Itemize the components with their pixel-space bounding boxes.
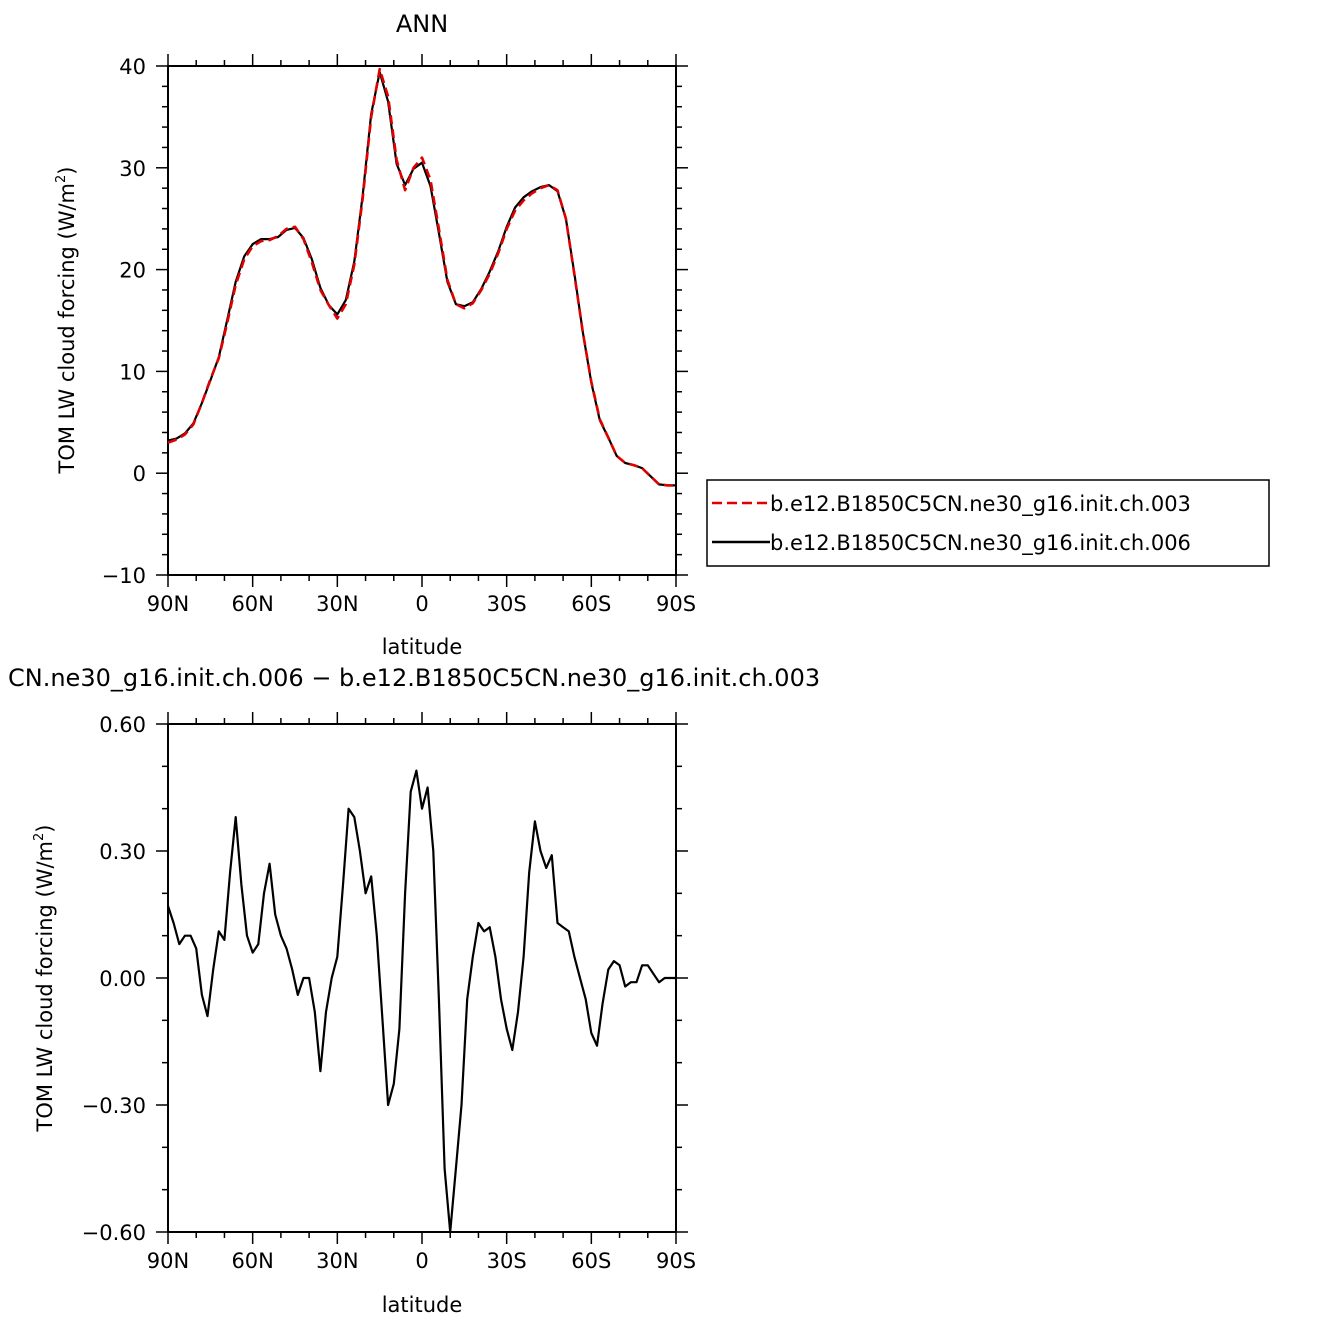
top-x-tick-label: 0: [415, 592, 428, 616]
top-series-line-1: [167, 70, 676, 487]
bottom-x-tick-label: 30N: [316, 1249, 358, 1273]
bottom-y-tick-label: 0.60: [99, 713, 146, 737]
bottom-x-tick-label: 90S: [656, 1249, 696, 1273]
bottom-x-tick-label: 90N: [147, 1249, 189, 1273]
bottom-series-line-0: [166, 769, 676, 1234]
top-x-axis-label: latitude: [382, 635, 463, 659]
bottom-plot-area: 90N 60N 30N 0 30S 60S 90S −0.60 −0.30 0.00 0.30 0.6…: [82, 712, 696, 1273]
bottom-y-tick-label: 0.00: [99, 967, 146, 991]
top-x-tick-label: 90N: [147, 592, 189, 616]
top-plot-area: 90N 60N 30N 0 30S 60S 90S −10 0 10 20 30 40: [102, 54, 696, 616]
bottom-y-axis-label-tail: ): [33, 825, 57, 833]
top-x-tick-label: 90S: [656, 592, 696, 616]
bottom-x-tick-label: 30S: [487, 1249, 527, 1273]
top-plot-frame: [167, 65, 677, 576]
top-x-tick-label: 30S: [487, 592, 527, 616]
legend-box: [706, 479, 1270, 567]
top-y-tick-label: 40: [119, 55, 146, 79]
top-x-tick-label: 30N: [316, 592, 358, 616]
top-y-axis-label: TOM LW cloud forcing (W/m2): [54, 167, 79, 475]
bottom-y-tick-label: −0.60: [82, 1221, 146, 1245]
bottom-chart-title: CN.ne30_g16.init.ch.006 − b.e12.B1850C5C…: [8, 664, 820, 692]
top-y-axis-label-tail: ): [55, 167, 79, 175]
top-y-axis-label-main: TOM LW cloud forcing (W/m: [55, 183, 79, 475]
bottom-x-tick-label: 60N: [231, 1249, 273, 1273]
top-y-tick-label: 0: [133, 462, 146, 486]
legend: b.e12.B1850C5CN.ne30_g16.init.ch.003 b.e…: [706, 479, 1270, 567]
bottom-y-axis-label: TOM LW cloud forcing (W/m2): [32, 825, 57, 1133]
legend-label-series-003: b.e12.B1850C5CN.ne30_g16.init.ch.003: [770, 492, 1191, 517]
bottom-y-tick-label: 0.30: [99, 840, 146, 864]
bottom-x-tick-label: 0: [415, 1249, 428, 1273]
top-chart-panel: ANN 90N 60N 30N 0 30S 60S 90S −10 0 10 20 30 40 lati…: [54, 10, 696, 659]
top-x-tick-label: 60S: [571, 592, 611, 616]
top-x-tick-label: 60N: [231, 592, 273, 616]
top-y-tick-label: −10: [102, 564, 146, 588]
bottom-x-axis-label: latitude: [382, 1293, 463, 1317]
bottom-y-tick-label: −0.30: [82, 1094, 146, 1118]
top-y-tick-label: 30: [119, 157, 146, 181]
bottom-x-tick-label: 60S: [571, 1249, 611, 1273]
top-y-tick-label: 20: [119, 259, 146, 283]
top-y-tick-label: 10: [119, 360, 146, 384]
legend-label-series-006: b.e12.B1850C5CN.ne30_g16.init.ch.006: [770, 531, 1191, 556]
bottom-y-axis-label-sup: 2: [32, 833, 47, 841]
bottom-chart-panel: CN.ne30_g16.init.ch.006 − b.e12.B1850C5C…: [8, 664, 820, 1317]
top-chart-title: ANN: [396, 10, 448, 38]
bottom-y-axis-label-main: TOM LW cloud forcing (W/m: [33, 841, 57, 1133]
top-series-line-0: [167, 67, 676, 487]
top-y-axis-label-sup: 2: [54, 175, 69, 183]
bottom-plot-frame: [167, 723, 677, 1233]
